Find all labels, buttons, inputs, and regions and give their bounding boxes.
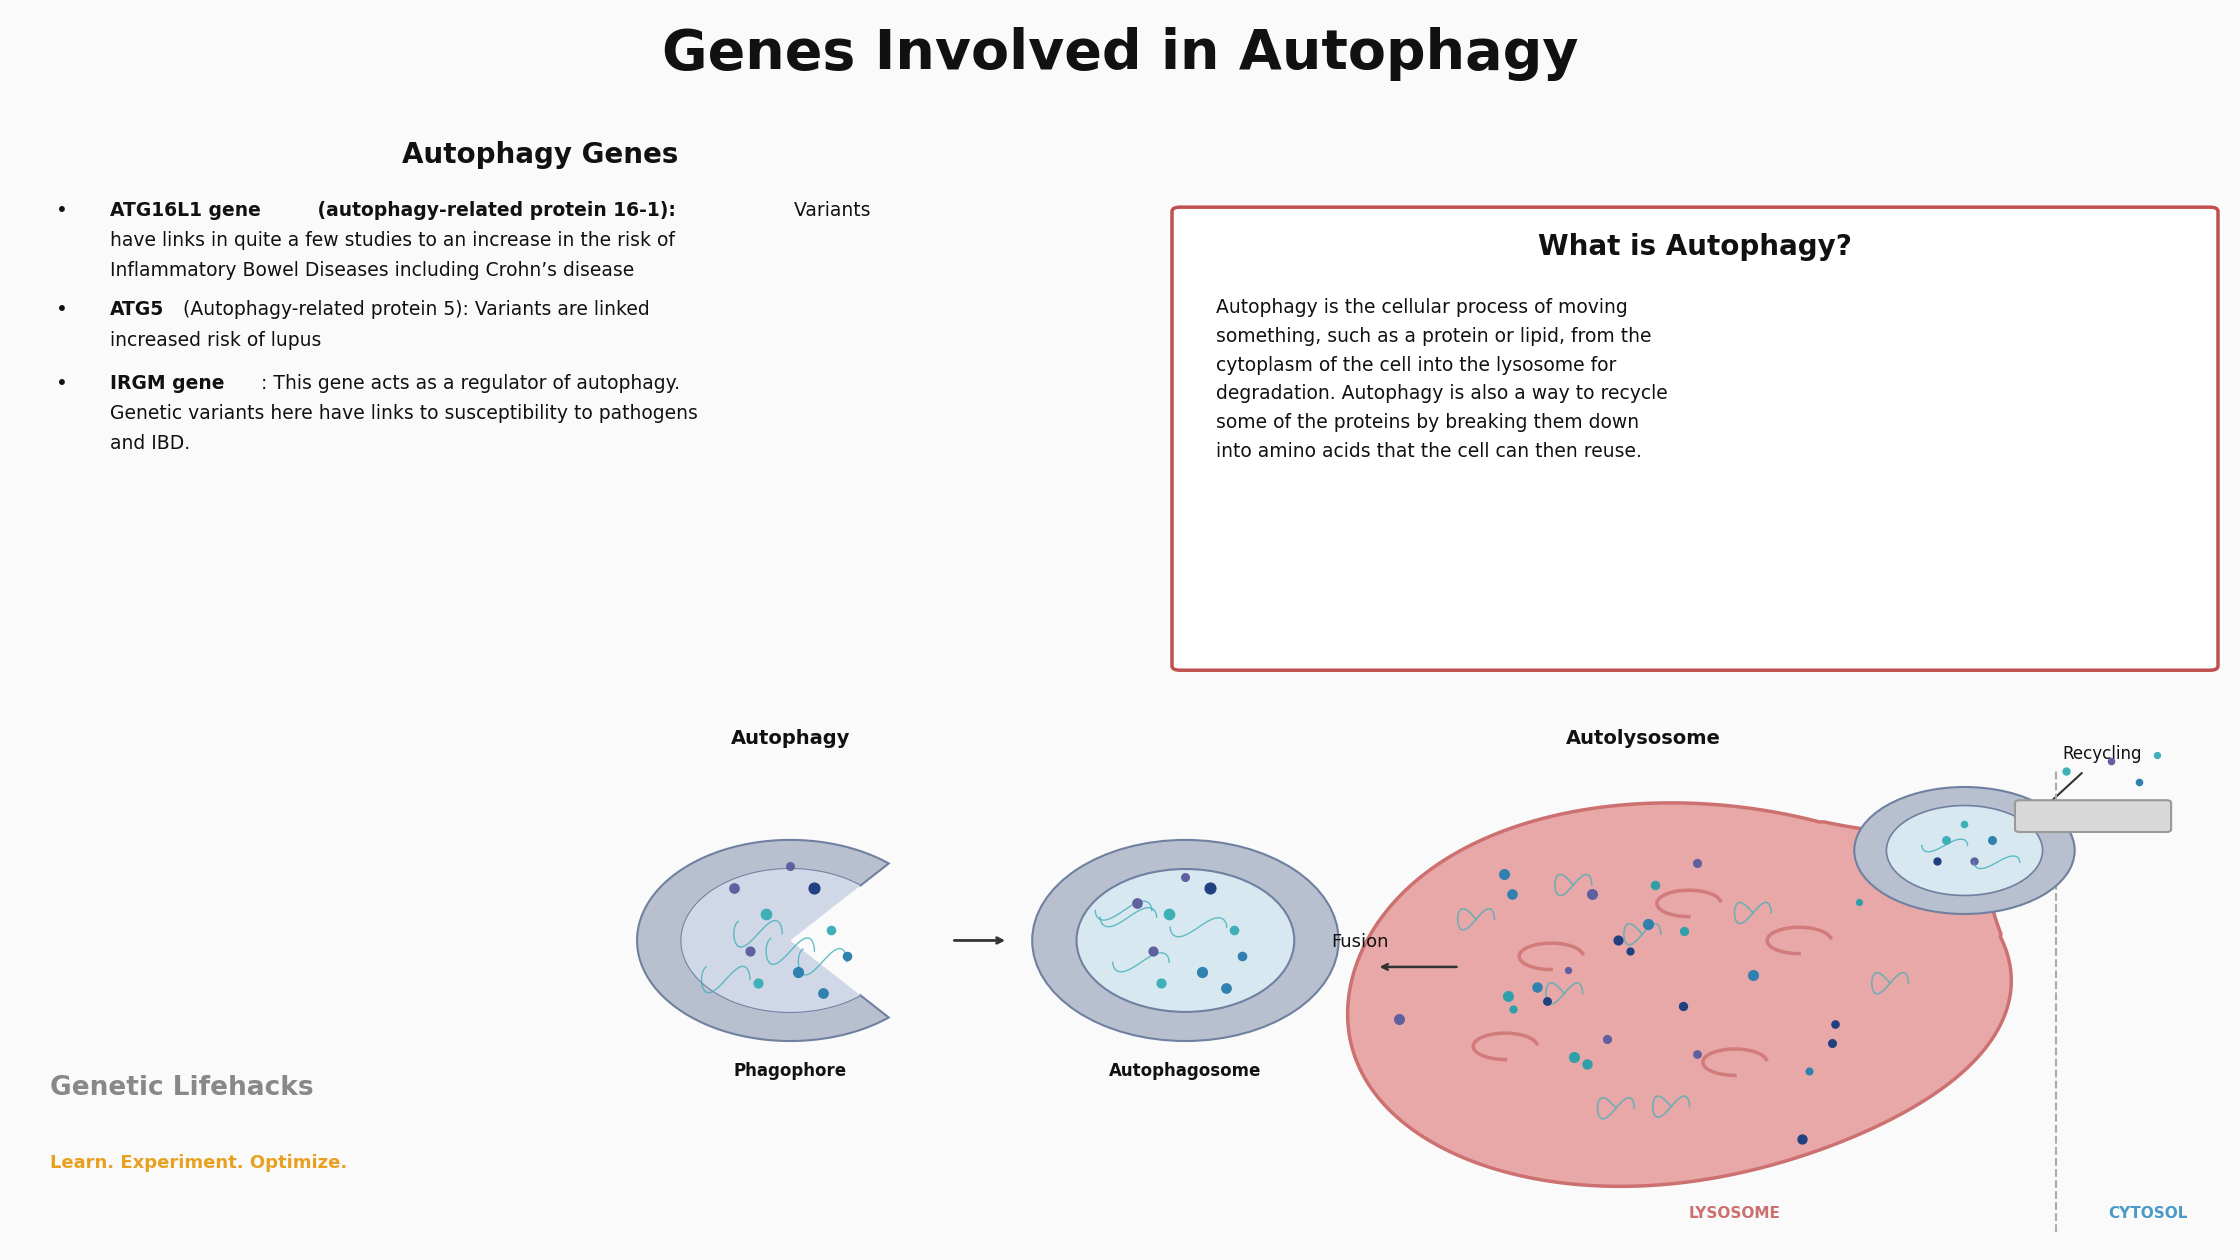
Text: : This gene acts as a regulator of autophagy.: : This gene acts as a regulator of autop… [260, 374, 679, 393]
Text: Inflammatory Bowel Diseases including Crohn’s disease: Inflammatory Bowel Diseases including Cr… [110, 261, 634, 280]
Text: •: • [56, 374, 67, 393]
Text: IRGM gene: IRGM gene [110, 374, 224, 393]
Text: Autophagy is the cellular process of moving
something, such as a protein or lipi: Autophagy is the cellular process of mov… [1216, 299, 1669, 461]
Text: •: • [56, 300, 67, 319]
Point [717, 877, 753, 897]
Point [1490, 987, 1525, 1007]
Point [1956, 850, 1991, 871]
Point [1575, 885, 1611, 905]
Text: Autolysosome: Autolysosome [1566, 728, 1720, 747]
Text: •: • [56, 200, 67, 219]
Point [1136, 941, 1172, 961]
Point [813, 920, 849, 940]
Point [748, 903, 784, 924]
Point [1223, 946, 1259, 966]
Point [1929, 830, 1964, 850]
Point [1216, 920, 1252, 940]
Polygon shape [681, 869, 860, 1012]
Point [1382, 1008, 1418, 1028]
Text: increased risk of lupus: increased risk of lupus [110, 330, 320, 349]
Point [1519, 976, 1555, 997]
Point [1570, 1055, 1606, 1075]
Text: have links in quite a few studies to an increase in the risk of: have links in quite a few studies to an … [110, 231, 674, 249]
Text: CYTOSOL: CYTOSOL [2108, 1206, 2188, 1221]
Point [1841, 892, 1877, 912]
Point [1207, 978, 1243, 998]
Point [1817, 1014, 1852, 1034]
Text: and IBD.: and IBD. [110, 435, 190, 454]
Point [1637, 874, 1673, 895]
Circle shape [1033, 840, 1340, 1041]
Text: Autophagy: Autophagy [730, 728, 849, 747]
Text: Fusion: Fusion [1331, 934, 1389, 951]
Point [1167, 867, 1203, 887]
Text: Learn. Experiment. Optimize.: Learn. Experiment. Optimize. [49, 1154, 347, 1172]
Point [2094, 751, 2130, 771]
Circle shape [1077, 869, 1295, 1012]
Polygon shape [636, 840, 889, 1041]
Point [1151, 903, 1187, 924]
Point [1530, 992, 1566, 1012]
Point [1790, 1061, 1826, 1081]
Point [829, 946, 865, 966]
Point [804, 983, 840, 1003]
Text: Genes Involved in Autophagy: Genes Involved in Autophagy [661, 26, 1579, 81]
Text: Genetic Lifehacks: Genetic Lifehacks [49, 1075, 314, 1101]
Point [1613, 941, 1649, 961]
Text: Recycling: Recycling [2063, 745, 2141, 762]
Point [1494, 998, 1530, 1018]
Point [1142, 973, 1178, 993]
Point [732, 941, 768, 961]
Circle shape [1855, 788, 2074, 914]
Point [2139, 745, 2175, 765]
Text: LYSOSOME: LYSOSOME [1689, 1206, 1781, 1221]
Text: Variants: Variants [788, 200, 871, 219]
Point [1192, 877, 1228, 897]
Point [1485, 864, 1521, 885]
Point [1599, 930, 1635, 950]
Text: (Autophagy-related protein 5): Variants are linked: (Autophagy-related protein 5): Variants … [177, 300, 650, 319]
Point [1973, 830, 2009, 850]
Point [2121, 771, 2157, 791]
Point [1920, 850, 1956, 871]
Text: Genetic variants here have links to susceptibility to pathogens: Genetic variants here have links to susc… [110, 404, 699, 423]
Point [780, 963, 815, 983]
Point [1664, 995, 1700, 1016]
Point [1734, 965, 1770, 985]
Point [739, 973, 775, 993]
Text: Autophagosome: Autophagosome [1109, 1062, 1261, 1080]
Point [1120, 893, 1156, 913]
Point [1550, 960, 1586, 980]
Point [1183, 963, 1219, 983]
Point [1631, 914, 1667, 934]
Point [797, 877, 833, 897]
Text: ATG16L1 gene: ATG16L1 gene [110, 200, 260, 219]
Point [773, 857, 809, 877]
Text: (autophagy-related protein 16-1):: (autophagy-related protein 16-1): [311, 200, 676, 219]
Point [1814, 1033, 1850, 1053]
Point [1557, 1047, 1593, 1067]
Point [1667, 921, 1702, 941]
Point [1678, 1043, 1714, 1063]
Point [1680, 853, 1716, 873]
Text: ATG5: ATG5 [110, 300, 164, 319]
Text: What is Autophagy?: What is Autophagy? [1539, 233, 1852, 261]
Text: Phagophore: Phagophore [735, 1062, 847, 1080]
Point [1947, 814, 1982, 834]
Point [2047, 761, 2083, 781]
Polygon shape [1348, 803, 2012, 1187]
Text: Autophagy Genes: Autophagy Genes [401, 141, 679, 169]
Point [1494, 883, 1530, 903]
Point [1588, 1028, 1624, 1048]
Circle shape [1886, 805, 2043, 896]
FancyBboxPatch shape [1172, 207, 2218, 670]
FancyBboxPatch shape [2016, 800, 2171, 832]
Point [1783, 1129, 1819, 1149]
